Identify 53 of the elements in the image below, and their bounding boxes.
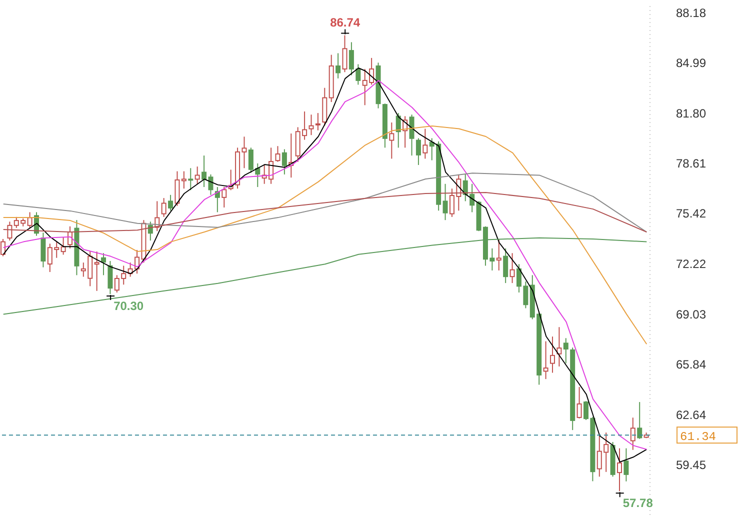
candlestick xyxy=(40,232,46,268)
annotation: 86.74 xyxy=(330,15,360,30)
candlestick xyxy=(7,221,12,242)
candlestick xyxy=(616,448,622,492)
candlestick xyxy=(168,194,174,212)
candlestick xyxy=(108,260,113,295)
candlestick xyxy=(336,52,341,79)
candlestick xyxy=(543,340,548,380)
candlestick xyxy=(422,128,428,160)
candlestick xyxy=(624,448,629,482)
y-tick-label: 65.84 xyxy=(676,358,706,372)
candlestick xyxy=(275,146,280,162)
candlestick xyxy=(442,183,448,221)
y-tick-label: 75.42 xyxy=(676,206,706,221)
candlestick xyxy=(389,122,394,160)
candlestick xyxy=(194,166,200,184)
annotation: 57.78 xyxy=(622,496,654,510)
candlestick xyxy=(416,138,421,166)
candlestick xyxy=(576,386,582,419)
candlestick xyxy=(503,248,508,284)
candlestick xyxy=(174,170,180,206)
y-tick-label: 72.22 xyxy=(676,257,706,272)
y-tick-label: 81.80 xyxy=(676,106,706,120)
candlestick xyxy=(188,168,194,191)
annotation: 70.30 xyxy=(114,299,144,314)
y-tick-label: 62.64 xyxy=(676,408,706,422)
y-tick-label: 88.18 xyxy=(676,6,706,20)
candlestick xyxy=(214,186,220,213)
candlestick xyxy=(637,402,642,440)
y-tick-label: 59.45 xyxy=(676,458,706,472)
candlestick xyxy=(496,238,502,271)
line-series xyxy=(2,125,648,345)
candlestick xyxy=(550,336,555,374)
ref-line-label: 61.34 xyxy=(680,430,716,444)
candlestick xyxy=(510,252,515,284)
y-tick-label: 84.99 xyxy=(676,56,706,70)
candlestick xyxy=(94,251,100,292)
y-tick-label: 78.61 xyxy=(676,156,706,171)
candlestick xyxy=(101,252,106,276)
candlestick xyxy=(342,34,348,73)
candlestick xyxy=(222,186,227,208)
candlestick xyxy=(409,114,414,156)
candlestick xyxy=(630,417,636,450)
candlestick xyxy=(161,198,166,218)
candlestick xyxy=(181,170,186,190)
y-tick-label: 69.03 xyxy=(676,307,706,322)
candlestick xyxy=(60,236,66,256)
candlestick xyxy=(315,112,320,131)
candlestick xyxy=(556,326,562,367)
candlestick xyxy=(27,212,32,228)
line-series xyxy=(2,172,648,233)
candlestick xyxy=(282,148,287,175)
candlestick xyxy=(563,338,568,364)
